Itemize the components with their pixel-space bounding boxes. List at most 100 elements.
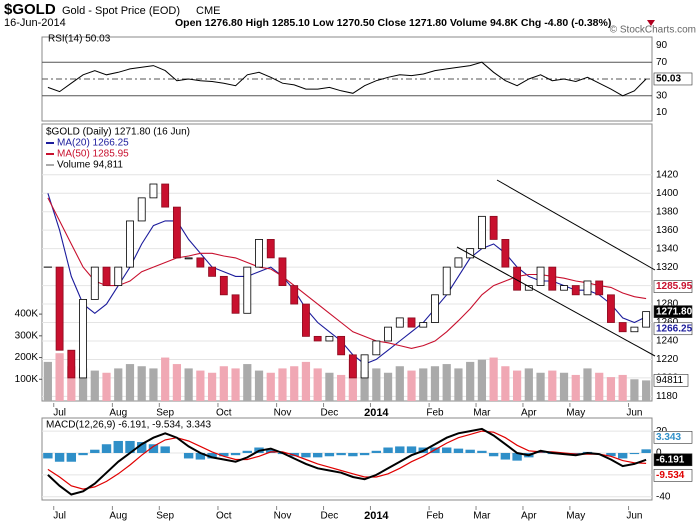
volume-bar: [243, 364, 252, 401]
candle: [90, 266, 99, 300]
candle: [313, 335, 322, 342]
histogram-bar: [488, 452, 499, 457]
volume-bar: [395, 366, 404, 401]
y-tick-label: 10: [656, 107, 668, 118]
histogram-bar: [606, 452, 616, 457]
volume-bar: [231, 368, 240, 401]
end-label-box: [653, 453, 693, 467]
end-label-box: [653, 305, 693, 318]
x-tick-label: Mar: [473, 408, 491, 419]
x-tick-label: Nov: [274, 408, 292, 419]
x-tick-label: Dec: [321, 408, 339, 419]
candle: [243, 266, 252, 314]
candle: [431, 294, 439, 323]
x-tick-label: Sep: [156, 408, 174, 419]
volume-bar: [618, 374, 627, 401]
volume-bar: [372, 368, 381, 401]
volume-bar: [149, 368, 158, 401]
volume-bar: [102, 372, 111, 401]
histogram-bar: [125, 440, 135, 453]
volume-bar: [325, 372, 334, 401]
candle: [607, 294, 615, 323]
candle: [337, 335, 346, 356]
y-tick-label: 1400: [656, 188, 679, 199]
y2-tick-label: 200K: [15, 352, 39, 363]
histogram-bar: [101, 444, 112, 453]
x-tick-label: Apr: [521, 511, 537, 522]
x-tick-label: May: [566, 511, 585, 522]
histogram-bar: [66, 452, 77, 462]
copyright: © StockCharts.com: [610, 25, 696, 36]
end-label: -6.191: [656, 454, 685, 465]
histogram-bar: [312, 452, 323, 458]
x-tick-label: Jul: [53, 408, 66, 419]
panel-frame: [41, 123, 653, 402]
y-tick-label: 1340: [656, 243, 679, 254]
x-tick-label: Sep: [156, 511, 174, 522]
volume-bar: [196, 370, 205, 401]
y-tick-label: 30: [656, 90, 668, 101]
y-tick-label: 1180: [656, 391, 678, 402]
series-line: [47, 427, 647, 496]
legend-entry: MACD(12,26,9) -6.191, -9.534, 3.343: [46, 420, 212, 431]
histogram-bar: [336, 452, 346, 456]
x-tick-label: Jun: [626, 511, 642, 522]
down-arrow: [647, 20, 655, 26]
histogram-bar: [500, 452, 511, 460]
x-tick-label: Oct: [216, 408, 232, 419]
volume-bar: [512, 370, 522, 401]
end-label-box: [653, 280, 693, 293]
volume-bar: [254, 370, 264, 401]
candle: [571, 285, 580, 296]
x-tick-label: Jul: [53, 511, 66, 522]
volume-bar: [266, 372, 275, 401]
legend-entry: $GOLD (Daily) 1271.80 (16 Jun): [46, 127, 190, 138]
candle: [196, 257, 205, 268]
volume-bar: [477, 359, 487, 401]
y-tick-label: 1280: [656, 299, 679, 310]
end-label: 1271.80: [656, 306, 693, 317]
volume-bar: [383, 372, 393, 401]
candle: [630, 326, 639, 333]
y-tick-label: 1360: [656, 225, 679, 236]
candle: [79, 299, 87, 379]
legend-entry: RSI(14) 50.03: [48, 34, 111, 45]
volume-bar: [55, 353, 64, 401]
trend-line: [456, 246, 656, 357]
candle: [266, 239, 275, 259]
histogram-bar: [465, 449, 475, 453]
histogram-bar: [383, 447, 393, 453]
candle: [548, 266, 557, 291]
volume-bar: [360, 370, 369, 401]
y2-tick-label: 100K: [15, 374, 39, 385]
candle: [489, 215, 498, 240]
volume-bar: [430, 366, 440, 401]
candle: [231, 294, 240, 314]
candle: [583, 280, 592, 296]
candle: [67, 349, 76, 379]
candle: [560, 285, 568, 291]
volume-bar: [501, 366, 510, 401]
candle: [102, 266, 111, 286]
candle: [208, 266, 217, 277]
y-tick-label: 1240: [656, 336, 679, 347]
candle: [172, 206, 181, 259]
histogram-bar: [617, 452, 628, 459]
volume-bar: [606, 377, 616, 401]
histogram-bar: [137, 442, 147, 453]
symbol: $GOLD: [4, 1, 56, 18]
end-label: 50.03: [656, 74, 681, 85]
candle: [290, 285, 299, 305]
volume-bar: [466, 361, 475, 401]
x-tick-label: Mar: [473, 511, 491, 522]
y-tick-label: 1380: [656, 206, 679, 217]
exchange: CME: [196, 5, 220, 17]
legend-entry: MA(50) 1285.95: [57, 149, 129, 160]
candle: [524, 285, 533, 291]
histogram-bar: [242, 450, 252, 453]
candle: [126, 220, 134, 268]
quote: Open 1276.80 High 1285.10 Low 1270.50 Cl…: [175, 17, 611, 29]
histogram-bar: [43, 452, 53, 459]
y-tick-label: -40: [656, 491, 671, 502]
